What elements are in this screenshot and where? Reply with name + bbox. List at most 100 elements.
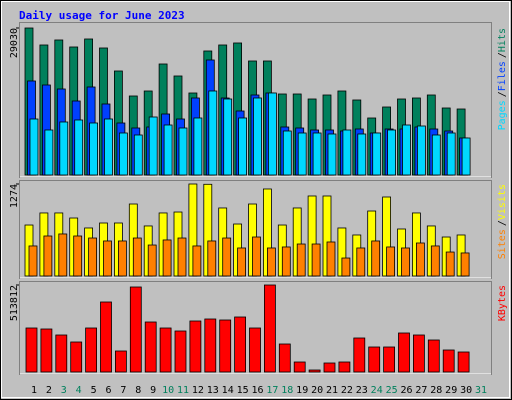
- x-tick-label: 2: [46, 385, 52, 396]
- bar: [133, 134, 143, 176]
- bar: [416, 125, 426, 176]
- bar: [457, 351, 470, 373]
- bar: [132, 237, 142, 277]
- x-tick-label: 14: [222, 385, 234, 396]
- bar: [219, 319, 232, 373]
- legend-entry: Pages: [497, 100, 508, 130]
- bar: [460, 252, 470, 277]
- bar: [341, 257, 351, 277]
- bar: [118, 240, 127, 277]
- legend: Pages/Files/Hits: [497, 28, 508, 130]
- x-tick-label: 1: [31, 385, 37, 396]
- x-tick-label: 9: [150, 385, 156, 396]
- x-tick-label: 31: [475, 385, 487, 396]
- bar: [148, 116, 158, 176]
- bar: [147, 244, 157, 277]
- bar: [338, 361, 351, 373]
- bar: [25, 327, 38, 373]
- x-tick-label: 30: [460, 385, 472, 396]
- bar: [415, 242, 425, 277]
- bar: [430, 245, 440, 277]
- x-tick-label: 28: [430, 385, 442, 396]
- x-tick-label: 10: [162, 385, 174, 396]
- bar: [249, 327, 261, 373]
- bar: [163, 124, 173, 176]
- bar: [412, 334, 425, 373]
- bar: [266, 247, 276, 277]
- bar: [293, 361, 306, 373]
- bar: [371, 240, 381, 277]
- legend-separator: /: [497, 91, 508, 97]
- bar: [252, 236, 261, 277]
- bar: [263, 284, 276, 373]
- x-tick-label: 18: [281, 385, 293, 396]
- bar: [402, 124, 411, 176]
- bar: [73, 235, 83, 277]
- legend: KBytes: [497, 285, 508, 321]
- bar: [189, 320, 202, 373]
- bar: [192, 245, 202, 277]
- bar: [297, 132, 307, 176]
- x-tick-label: 17: [266, 385, 278, 396]
- x-tick-label: 12: [192, 385, 204, 396]
- bar: [174, 330, 187, 373]
- bar: [281, 246, 291, 277]
- bar: [29, 118, 39, 176]
- x-tick-label: 13: [207, 385, 219, 396]
- x-tick-label: 25: [386, 385, 398, 396]
- x-tick-label: 6: [105, 385, 111, 396]
- x-tick-label: 15: [237, 385, 249, 396]
- bar: [267, 92, 277, 176]
- legend-entry: Files: [497, 61, 508, 91]
- bar: [357, 133, 367, 176]
- x-tick-label: 7: [120, 385, 126, 396]
- bar: [312, 132, 322, 176]
- bar: [427, 339, 440, 373]
- bar: [89, 122, 98, 176]
- bar: [208, 90, 218, 176]
- legend-entry: Hits: [497, 28, 508, 52]
- bar: [372, 132, 382, 176]
- x-tick-label: 8: [135, 385, 141, 396]
- x-tick-label: 24: [371, 385, 383, 396]
- x-tick-label: 23: [356, 385, 368, 396]
- x-tick-label: 11: [177, 385, 189, 396]
- bar: [223, 98, 233, 176]
- bar: [44, 129, 54, 176]
- bar: [401, 247, 410, 277]
- bar: [43, 235, 53, 277]
- bar: [40, 328, 53, 373]
- x-tick-label: 26: [400, 385, 412, 396]
- bar: [234, 316, 247, 373]
- bar: [237, 247, 247, 277]
- y-tick-label: 29030: [9, 28, 20, 58]
- bar: [178, 127, 188, 176]
- x-tick-label: 4: [76, 385, 82, 396]
- legend-entry: KBytes: [497, 285, 508, 321]
- bar: [327, 133, 337, 176]
- bar: [386, 246, 396, 277]
- bar: [445, 251, 455, 277]
- bar: [70, 341, 83, 373]
- x-tick-label: 5: [91, 385, 97, 396]
- legend: Sites /Visits: [497, 184, 508, 259]
- bar: [308, 369, 321, 373]
- bar: [162, 239, 172, 277]
- bar: [323, 362, 336, 373]
- bar: [59, 121, 69, 176]
- x-tick-label: 22: [341, 385, 353, 396]
- x-tick-label: 19: [296, 385, 308, 396]
- y-tick-label: 513812: [9, 285, 20, 321]
- bar: [342, 129, 352, 176]
- bar: [115, 350, 127, 373]
- bar: [28, 245, 38, 277]
- bar: [207, 240, 217, 277]
- bar: [104, 118, 113, 176]
- x-tick-label: 29: [445, 385, 457, 396]
- legend-separator: /: [497, 220, 508, 226]
- bar: [129, 286, 142, 373]
- bar: [383, 346, 396, 373]
- bar: [446, 132, 456, 176]
- bar: [103, 240, 112, 277]
